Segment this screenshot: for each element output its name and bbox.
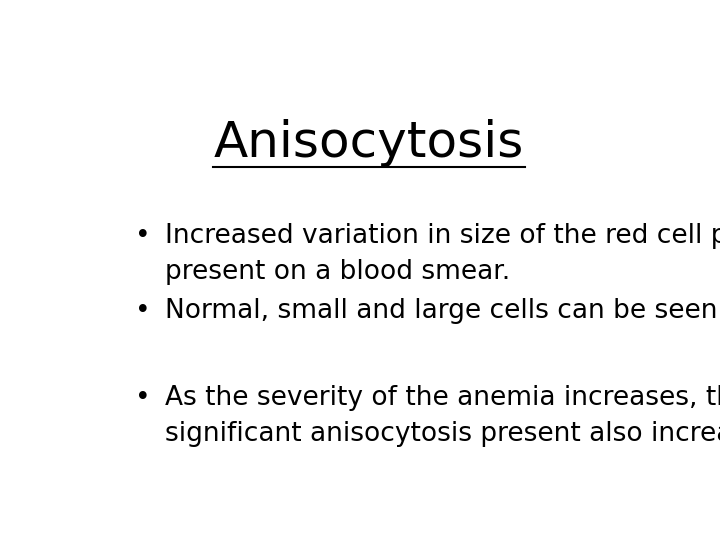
Text: Anisocytosis: Anisocytosis xyxy=(214,119,524,167)
Text: As the severity of the anemia increases, the amount of
significant anisocytosis : As the severity of the anemia increases,… xyxy=(166,385,720,447)
Text: •: • xyxy=(135,223,150,249)
Text: •: • xyxy=(135,298,150,323)
Text: Increased variation in size of the red cell population
present on a blood smear.: Increased variation in size of the red c… xyxy=(166,223,720,285)
Text: Normal, small and large cells can be seen in one field.: Normal, small and large cells can be see… xyxy=(166,298,720,323)
Text: •: • xyxy=(135,385,150,411)
